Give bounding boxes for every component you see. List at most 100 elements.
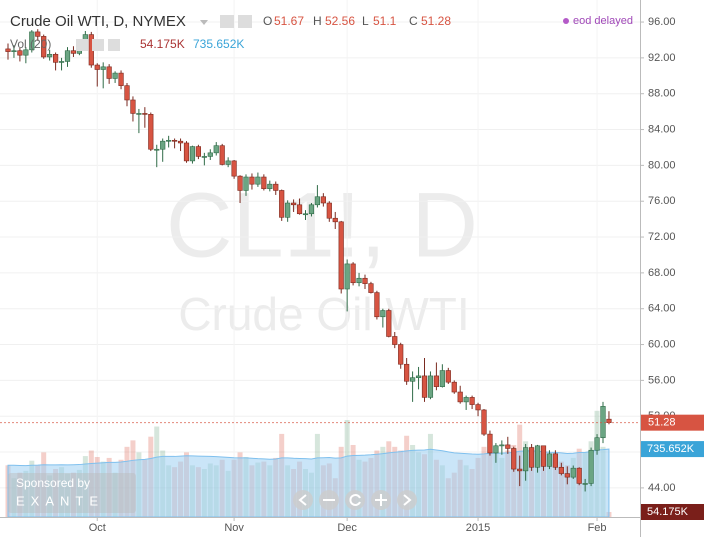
- candle-body: [243, 176, 249, 191]
- volume-legend: Vol (20): [10, 37, 51, 51]
- watermark-symbol: CL1!, D: [166, 174, 478, 276]
- candle-body: [540, 445, 547, 467]
- candle-body: [23, 49, 29, 56]
- candle-body: [320, 196, 326, 204]
- candle-body: [588, 449, 594, 484]
- candle-body: [58, 61, 65, 63]
- y-tick-label: 92.00: [648, 52, 676, 64]
- candle-body: [237, 175, 243, 191]
- candle-body: [94, 64, 100, 70]
- y-tick-label: 72.00: [648, 231, 676, 243]
- candle-body: [302, 213, 309, 216]
- status: eod delayed: [573, 15, 633, 27]
- y-tick-label: 76.00: [648, 195, 676, 207]
- candle-body: [112, 72, 118, 79]
- candle-body: [552, 453, 558, 468]
- y-tick-label: 80.00: [648, 159, 676, 171]
- candle-body: [52, 53, 59, 63]
- sponsor-box[interactable]: [8, 473, 136, 513]
- candle-body: [409, 377, 416, 382]
- candle-body: [445, 370, 451, 383]
- candle-body: [362, 277, 368, 284]
- candle-body: [314, 196, 321, 206]
- candle-body: [136, 113, 142, 115]
- candle-body: [41, 36, 47, 58]
- scroll-left[interactable]: [293, 490, 313, 510]
- candle-body: [570, 467, 576, 478]
- ohlc-value: 52.56: [325, 14, 355, 28]
- candle-body: [415, 375, 422, 378]
- dropdown-arrow: [200, 20, 208, 25]
- candle-body: [308, 204, 315, 215]
- candle-body: [70, 50, 77, 54]
- y-tick-label: 96.00: [648, 16, 676, 28]
- grid: [0, 0, 640, 517]
- candle-body: [326, 202, 332, 219]
- legend-icon: [92, 39, 104, 51]
- y-tick-label: 68.00: [648, 267, 676, 279]
- candle-body: [374, 292, 380, 318]
- volume-box: [641, 503, 704, 520]
- candle-body: [534, 445, 541, 468]
- compare-icon: [238, 15, 252, 28]
- volume-ma-area: [7, 448, 610, 518]
- y-tick-label: 44.00: [648, 482, 676, 494]
- watermark-name: Crude Oil WTI: [178, 288, 469, 340]
- candle-body: [17, 50, 23, 56]
- candle-body: [564, 473, 570, 478]
- candle-body: [267, 183, 273, 189]
- candle-body: [606, 418, 612, 423]
- candle-body: [523, 447, 529, 472]
- candle-body: [594, 437, 600, 451]
- candle-body: [433, 375, 440, 387]
- candle-body: [350, 263, 356, 284]
- candle-body: [546, 453, 553, 467]
- candle-body: [499, 444, 505, 447]
- candle-body: [166, 139, 172, 142]
- candle-body: [29, 31, 35, 51]
- zoom-out[interactable]: [319, 490, 339, 510]
- y-tick-label: 88.00: [648, 88, 676, 100]
- scroll-right[interactable]: [397, 490, 417, 510]
- candle-body: [404, 363, 410, 382]
- candle-body: [249, 176, 255, 185]
- x-tick-label: Feb: [588, 522, 607, 534]
- candle-body: [558, 466, 564, 474]
- volume-value: 54.175K: [140, 37, 185, 51]
- sponsor-name: EXANTE: [16, 493, 104, 508]
- candle-body: [261, 176, 267, 189]
- candle-body: [511, 448, 517, 470]
- candle-body: [100, 66, 106, 70]
- candle-body: [344, 263, 350, 290]
- candle-body: [201, 156, 207, 158]
- candle-body: [124, 85, 130, 101]
- candle-body: [11, 50, 17, 53]
- candle-body: [457, 391, 463, 403]
- reset[interactable]: [345, 490, 365, 510]
- candle-body: [255, 176, 261, 185]
- candle-body: [451, 381, 457, 393]
- candle-body: [296, 204, 303, 215]
- x-tick-label: 2015: [466, 522, 490, 534]
- candle-body: [106, 66, 112, 79]
- candle-body: [481, 409, 487, 435]
- candle-body: [582, 483, 588, 485]
- candle-body: [505, 444, 511, 449]
- ohlc-label: C: [409, 14, 418, 28]
- candle-body: [130, 99, 136, 114]
- candle-body: [380, 310, 386, 318]
- zoom-in[interactable]: [371, 490, 391, 510]
- status-dot: [563, 18, 569, 24]
- legend-icon: [76, 39, 88, 51]
- legend-icon: [108, 39, 120, 51]
- candle-body: [600, 406, 606, 439]
- candle-body: [142, 113, 148, 115]
- candle-body: [177, 140, 184, 144]
- y-tick-label: 64.00: [648, 303, 676, 315]
- candle-body: [195, 146, 202, 157]
- candle-body: [148, 114, 154, 150]
- candle-body: [64, 50, 71, 62]
- sponsor[interactable]: Sponsored by EXANTE: [8, 473, 136, 513]
